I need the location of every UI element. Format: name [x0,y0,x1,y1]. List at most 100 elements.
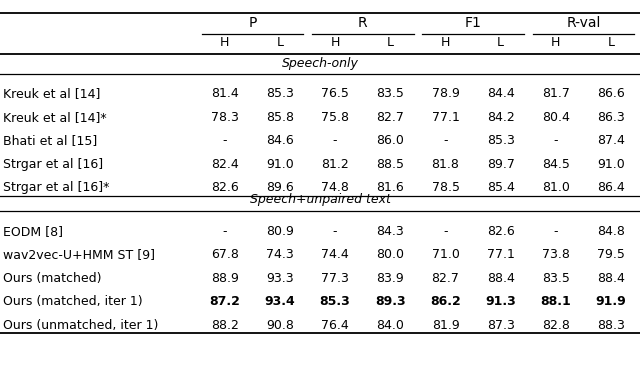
Text: 82.7: 82.7 [431,272,460,285]
Text: 81.6: 81.6 [376,182,404,194]
Text: 76.5: 76.5 [321,88,349,100]
Text: 83.5: 83.5 [376,88,404,100]
Text: L: L [387,36,394,49]
Text: 74.8: 74.8 [321,182,349,194]
Text: 88.3: 88.3 [597,319,625,332]
Text: 75.8: 75.8 [321,111,349,124]
Text: -: - [333,135,337,147]
Text: 89.7: 89.7 [487,158,515,171]
Text: H: H [220,36,229,49]
Text: 85.3: 85.3 [320,295,351,308]
Text: 85.4: 85.4 [487,182,515,194]
Text: 81.7: 81.7 [542,88,570,100]
Text: 84.2: 84.2 [487,111,515,124]
Text: L: L [276,36,284,49]
Text: 67.8: 67.8 [211,248,239,261]
Text: 78.9: 78.9 [431,88,460,100]
Text: H: H [330,36,340,49]
Text: 84.5: 84.5 [542,158,570,171]
Text: 88.4: 88.4 [597,272,625,285]
Text: 83.9: 83.9 [376,272,404,285]
Text: Speech+unpaired text: Speech+unpaired text [250,193,390,207]
Text: 91.0: 91.0 [266,158,294,171]
Text: 91.0: 91.0 [597,158,625,171]
Text: 80.0: 80.0 [376,248,404,261]
Text: L: L [607,36,614,49]
Text: 79.5: 79.5 [597,248,625,261]
Text: 82.4: 82.4 [211,158,239,171]
Text: 73.8: 73.8 [542,248,570,261]
Text: 83.5: 83.5 [542,272,570,285]
Text: 81.2: 81.2 [321,158,349,171]
Text: -: - [223,225,227,238]
Text: 80.9: 80.9 [266,225,294,238]
Text: 74.3: 74.3 [266,248,294,261]
Text: 91.3: 91.3 [485,295,516,308]
Text: 88.5: 88.5 [376,158,404,171]
Text: 81.4: 81.4 [211,88,239,100]
Text: 87.2: 87.2 [209,295,240,308]
Text: 81.0: 81.0 [542,182,570,194]
Text: 84.4: 84.4 [487,88,515,100]
Text: H: H [551,36,561,49]
Text: Ours (matched): Ours (matched) [3,272,102,285]
Text: 82.6: 82.6 [487,225,515,238]
Text: Strgar et al [16]*: Strgar et al [16]* [3,182,109,194]
Text: R-val: R-val [566,16,601,30]
Text: 81.9: 81.9 [431,319,460,332]
Text: EODM [8]: EODM [8] [3,225,63,238]
Text: 86.2: 86.2 [430,295,461,308]
Text: Bhati et al [15]: Bhati et al [15] [3,135,97,147]
Text: 76.4: 76.4 [321,319,349,332]
Text: 85.3: 85.3 [266,88,294,100]
Text: 77.1: 77.1 [431,111,460,124]
Text: 87.4: 87.4 [597,135,625,147]
Text: -: - [554,225,558,238]
Text: 85.8: 85.8 [266,111,294,124]
Text: Kreuk et al [14]: Kreuk et al [14] [3,88,100,100]
Text: 85.3: 85.3 [487,135,515,147]
Text: 77.1: 77.1 [487,248,515,261]
Text: Ours (unmatched, iter 1): Ours (unmatched, iter 1) [3,319,159,332]
Text: 82.7: 82.7 [376,111,404,124]
Text: 81.8: 81.8 [431,158,460,171]
Text: 88.9: 88.9 [211,272,239,285]
Text: 71.0: 71.0 [431,248,460,261]
Text: 87.3: 87.3 [487,319,515,332]
Text: 77.3: 77.3 [321,272,349,285]
Text: 89.3: 89.3 [375,295,406,308]
Text: 74.4: 74.4 [321,248,349,261]
Text: 84.8: 84.8 [597,225,625,238]
Text: -: - [554,135,558,147]
Text: -: - [333,225,337,238]
Text: -: - [444,225,448,238]
Text: L: L [497,36,504,49]
Text: 78.5: 78.5 [431,182,460,194]
Text: 82.8: 82.8 [542,319,570,332]
Text: 88.1: 88.1 [541,295,572,308]
Text: R: R [358,16,367,30]
Text: 93.3: 93.3 [266,272,294,285]
Text: 84.3: 84.3 [376,225,404,238]
Text: 80.4: 80.4 [542,111,570,124]
Text: 86.3: 86.3 [597,111,625,124]
Text: Strgar et al [16]: Strgar et al [16] [3,158,103,171]
Text: 86.4: 86.4 [597,182,625,194]
Text: 84.0: 84.0 [376,319,404,332]
Text: 82.6: 82.6 [211,182,239,194]
Text: -: - [444,135,448,147]
Text: Kreuk et al [14]*: Kreuk et al [14]* [3,111,107,124]
Text: wav2vec-U+HMM ST [9]: wav2vec-U+HMM ST [9] [3,248,155,261]
Text: Speech-only: Speech-only [282,57,358,70]
Text: 86.0: 86.0 [376,135,404,147]
Text: Ours (matched, iter 1): Ours (matched, iter 1) [3,295,143,308]
Text: 93.4: 93.4 [264,295,295,308]
Text: F1: F1 [465,16,481,30]
Text: 84.6: 84.6 [266,135,294,147]
Text: 90.8: 90.8 [266,319,294,332]
Text: -: - [223,135,227,147]
Text: 88.2: 88.2 [211,319,239,332]
Text: 86.6: 86.6 [597,88,625,100]
Text: 78.3: 78.3 [211,111,239,124]
Text: 89.6: 89.6 [266,182,294,194]
